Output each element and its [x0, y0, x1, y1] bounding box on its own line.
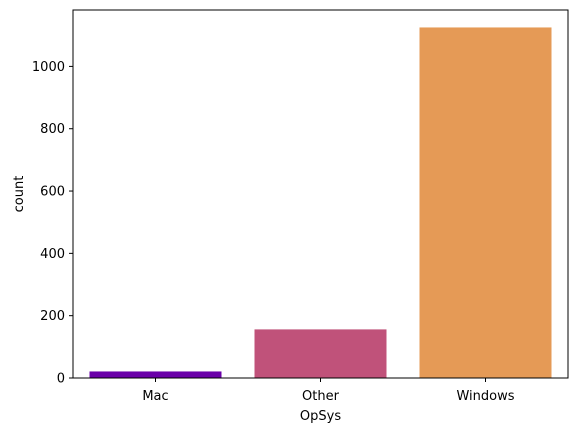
plot-frame [72, 9, 569, 379]
x-tick-label-windows: Windows [456, 389, 514, 404]
x-axis-ticks: Mac Other Windows [142, 378, 515, 404]
y-tick-label: 600 [40, 185, 65, 200]
x-tick-label-other: Other [302, 389, 340, 404]
y-tick-label: 800 [40, 122, 65, 137]
bar-mac [89, 371, 222, 378]
bars-group [89, 27, 552, 379]
y-axis-ticks: 0 200 400 600 800 1000 [32, 60, 73, 387]
y-tick-label: 400 [40, 247, 65, 262]
y-tick-label: 200 [40, 309, 65, 324]
x-tick-label-mac: Mac [142, 389, 168, 404]
x-axis-title: OpSys [300, 409, 341, 424]
y-axis-title: count [12, 176, 27, 213]
y-tick-label: 1000 [32, 60, 65, 75]
bar-windows [419, 27, 552, 379]
y-tick-label: 0 [57, 372, 65, 387]
bar-other [254, 329, 387, 378]
